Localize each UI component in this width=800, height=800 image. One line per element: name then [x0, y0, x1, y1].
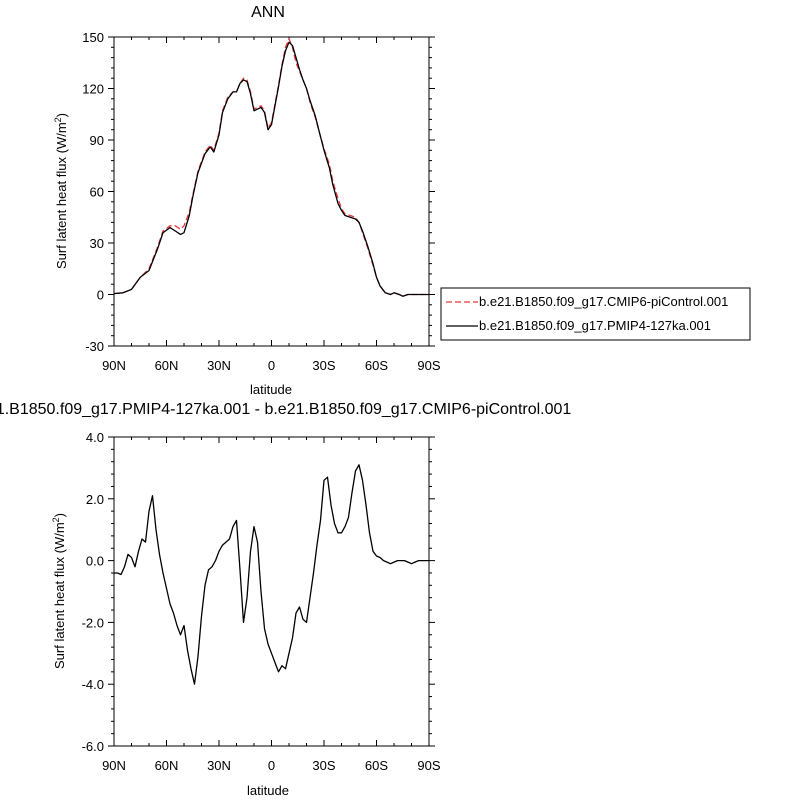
top-y-tick-label: 60 — [90, 185, 104, 200]
top-y-ticks: -30 0 30 60 90 120 150 — [82, 30, 435, 354]
legend-box — [440, 287, 751, 341]
bottom-panel-title: b.e21.B1850.f09_g17.PMIP4-127ka.001 - b.… — [0, 401, 571, 418]
bottom-panel: b.e21.B1850.f09_g17.PMIP4-127ka.001 - b.… — [0, 401, 571, 798]
bottom-x-tick-label: 30S — [312, 758, 335, 773]
top-plot-frame — [113, 36, 430, 347]
bottom-y-tick-label: 0.0 — [86, 554, 104, 569]
top-x-tick-label: 60N — [155, 358, 179, 373]
top-x-tick-label: 0 — [268, 358, 275, 373]
top-y-tick-label: 150 — [82, 30, 104, 45]
bottom-x-tick-label: 90S — [417, 758, 440, 773]
bottom-y-tick-label: -6.0 — [82, 739, 104, 754]
top-x-tick-label: 30N — [207, 358, 231, 373]
top-x-ticks: 90N 60N 30N 0 30S 60S 90S — [102, 37, 441, 373]
bottom-y-tick-label: 4.0 — [86, 430, 104, 445]
bottom-x-tick-label: 60S — [365, 758, 388, 773]
bottom-x-tick-label: 0 — [268, 758, 275, 773]
top-y-axis-label: Surf latent heat flux (W/m2) — [53, 113, 69, 269]
top-series — [113, 38, 429, 297]
top-series-line-1 — [113, 41, 429, 297]
legend-label-control: b.e21.B1850.f09_g17.CMIP6-piControl.001 — [479, 294, 728, 309]
top-y-tick-label: 120 — [82, 82, 104, 97]
top-panel-title: ANN — [251, 4, 285, 21]
top-x-axis-label: latitude — [250, 382, 292, 397]
top-x-tick-label: 90S — [417, 358, 440, 373]
bottom-x-tick-label: 90N — [102, 758, 126, 773]
bottom-y-tick-label: 2.0 — [86, 492, 104, 507]
bottom-x-tick-label: 60N — [155, 758, 179, 773]
legend: b.e21.B1850.f09_g17.CMIP6-piControl.001 … — [440, 287, 751, 341]
bottom-x-axis-label: latitude — [247, 783, 289, 798]
top-x-tick-label: 60S — [365, 358, 388, 373]
bottom-x-tick-label: 30N — [207, 758, 231, 773]
top-y-tick-label: -30 — [85, 339, 104, 354]
bottom-plot-frame — [113, 436, 430, 747]
bottom-series-line-0 — [114, 464, 429, 685]
top-y-tick-label: 90 — [90, 133, 104, 148]
top-y-tick-label: 0 — [97, 288, 104, 303]
legend-label-experiment: b.e21.B1850.f09_g17.PMIP4-127ka.001 — [479, 318, 711, 333]
bottom-y-tick-label: -4.0 — [82, 677, 104, 692]
bottom-x-ticks: 90N 60N 30N 0 30S 60S 90S — [102, 437, 441, 773]
top-x-tick-label: 90N — [102, 358, 126, 373]
bottom-series — [114, 464, 429, 685]
top-y-tick-label: 30 — [90, 236, 104, 251]
top-panel: ANN 90N 60N 30N 0 30S 60S 90S -30 0 30 60 90 120 150… — [53, 4, 751, 397]
top-series-line-0 — [113, 38, 429, 297]
top-x-tick-label: 30S — [312, 358, 335, 373]
bottom-y-axis-label: Surf latent heat flux (W/m2) — [51, 513, 67, 669]
bottom-y-ticks: -6.0 -4.0 -2.0 0.0 2.0 4.0 — [82, 430, 435, 754]
bottom-y-tick-label: -2.0 — [82, 615, 104, 630]
